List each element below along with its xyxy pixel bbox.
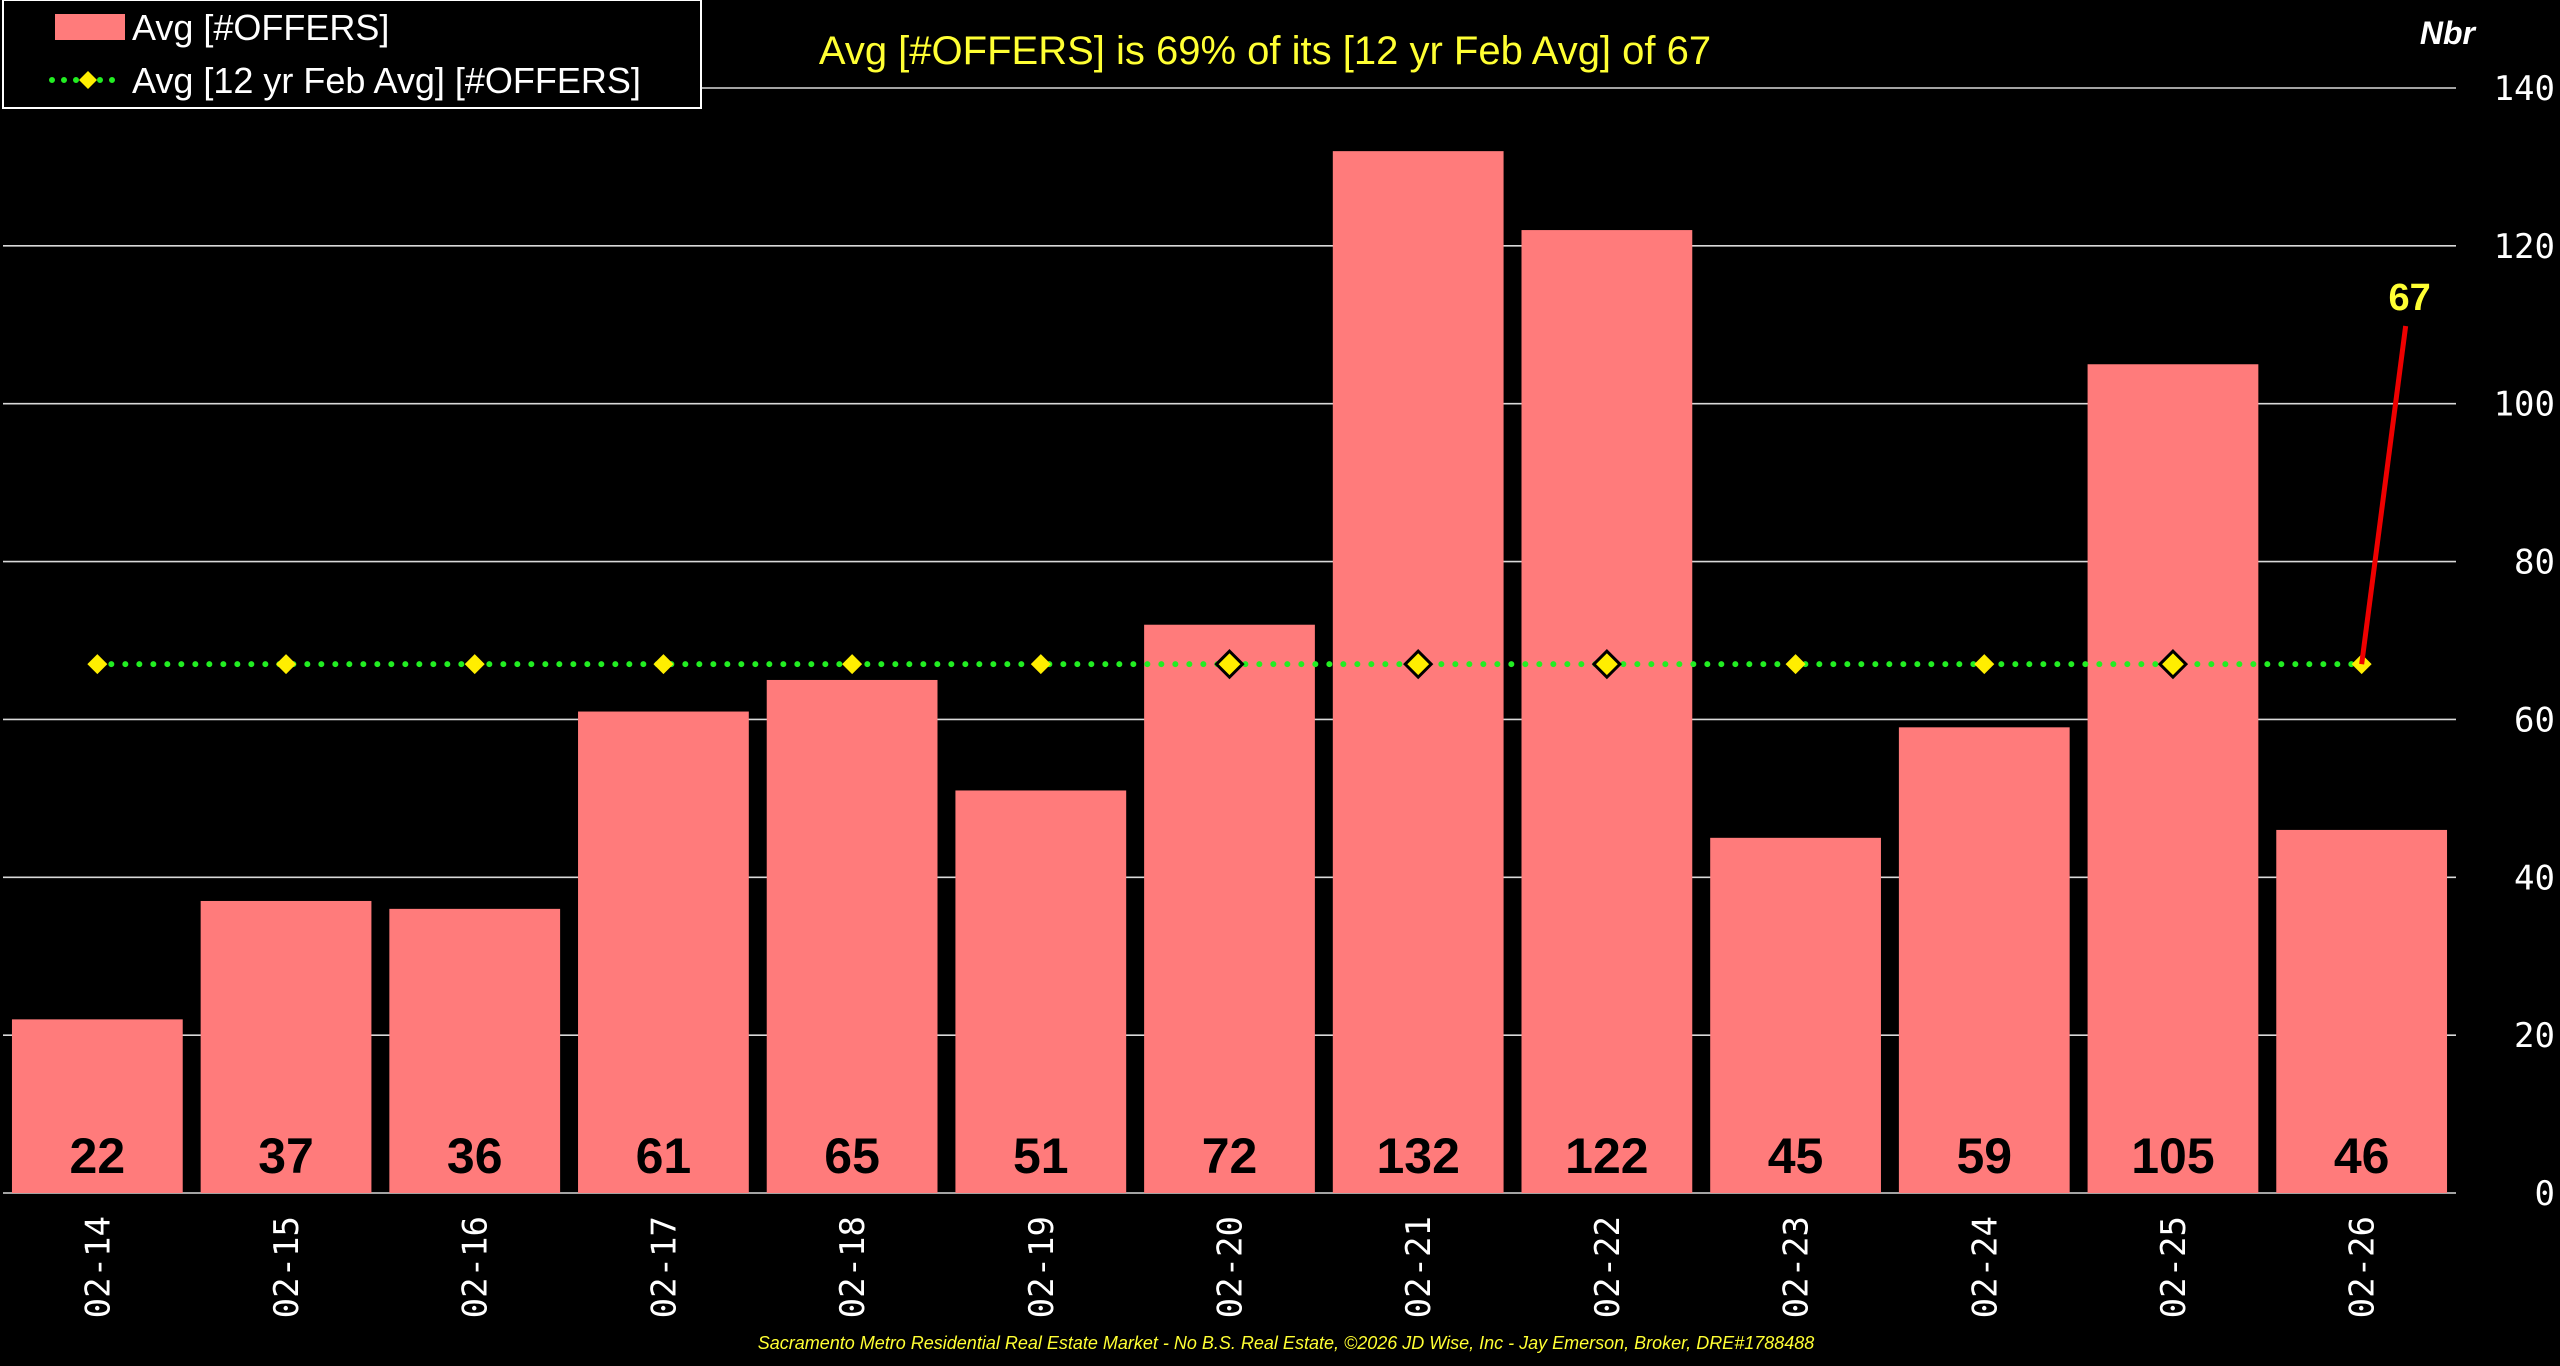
y-axis-unit-label: Nbr [2420,15,2477,51]
legend-swatch-bars [55,14,125,40]
bar-value-label: 46 [2334,1128,2390,1184]
average-marker [842,654,863,675]
y-tick-label: 40 [2514,858,2555,898]
bar [1521,230,1693,1194]
x-tick-label: 02-15 [267,1216,307,1318]
average-marker [276,654,297,675]
x-tick-label: 02-23 [1777,1216,1817,1318]
y-tick-label: 100 [2494,385,2555,425]
average-marker [1974,654,1995,675]
bar-value-label: 72 [1202,1128,1258,1184]
annotation-arrow [2359,325,2409,665]
x-tick-label: 02-26 [2343,1216,2383,1318]
bar [2087,364,2259,1193]
x-tick-label: 02-20 [1211,1216,1251,1318]
x-tick-label: 02-19 [1022,1216,1062,1318]
y-tick-label: 0 [2535,1174,2555,1214]
x-tick-label: 02-18 [833,1216,873,1318]
average-marker [1785,654,1806,675]
bar [766,679,938,1193]
bar-value-label: 37 [258,1128,314,1184]
y-tick-label: 140 [2494,69,2555,109]
bar-value-label: 45 [1768,1128,1824,1184]
bar-labels: 22 37 36 61 65 51 72 132 122 45 59 105 46 [70,1128,2390,1184]
bar [955,790,1127,1193]
bar [1144,624,1315,1193]
bar [200,900,372,1193]
bar-value-label: 22 [70,1128,126,1184]
legend: Avg [#OFFERS] Avg [12 yr Feb Avg] [#OFFE… [2,0,702,109]
x-tick-label: 02-25 [2154,1216,2194,1318]
y-tick-label: 120 [2494,227,2555,267]
legend-label-line: Avg [12 yr Feb Avg] [#OFFERS] [132,60,641,101]
bar-value-label: 51 [1013,1128,1069,1184]
chart-title: Avg [#OFFERS] is 69% of its [12 yr Feb A… [819,29,1711,73]
bar [1898,727,2070,1193]
bar [11,1019,183,1193]
x-tick-label: 02-17 [644,1216,684,1318]
bar-value-label: 36 [447,1128,503,1184]
y-tick-label: 80 [2514,543,2555,583]
bar [578,711,749,1193]
y-tick-label: 20 [2514,1016,2555,1056]
average-marker [1591,649,1623,680]
bar-value-label: 61 [636,1128,692,1184]
x-tick-label: 02-24 [1965,1216,2005,1318]
x-tick-label: 02-21 [1399,1216,1439,1318]
legend-label-bars: Avg [#OFFERS] [132,7,389,48]
average-marker [2157,649,2189,680]
axes: 0 20 40 60 80 100 120 140 02-14 02-15 02-16 02-17 02… [78,69,2555,1318]
footer-credit: Sacramento Metro Residential Real Estate… [758,1333,1815,1353]
average-marker [653,654,674,675]
x-tick-label: 02-14 [78,1216,118,1318]
bar-value-label: 59 [1956,1128,2012,1184]
average-marker [1403,649,1434,680]
bar-value-label: 132 [1376,1128,1459,1184]
bar [1710,837,1881,1193]
annotation-label: 67 [2389,277,2431,319]
bar-value-label: 65 [824,1128,880,1184]
bar [2276,829,2448,1193]
average-line [87,649,2372,680]
average-marker [87,654,108,675]
x-tick-label: 02-16 [456,1216,496,1318]
annotation: 67 [2359,277,2431,665]
bar [389,908,561,1193]
x-tick-label: 02-22 [1588,1216,1628,1318]
bar-value-label: 122 [1565,1128,1648,1184]
y-tick-label: 60 [2514,700,2555,740]
bar-value-label: 105 [2131,1128,2214,1184]
average-marker [1214,649,1245,680]
legend-swatch-line [49,71,127,89]
average-marker [464,654,485,675]
average-marker [1030,654,1051,675]
